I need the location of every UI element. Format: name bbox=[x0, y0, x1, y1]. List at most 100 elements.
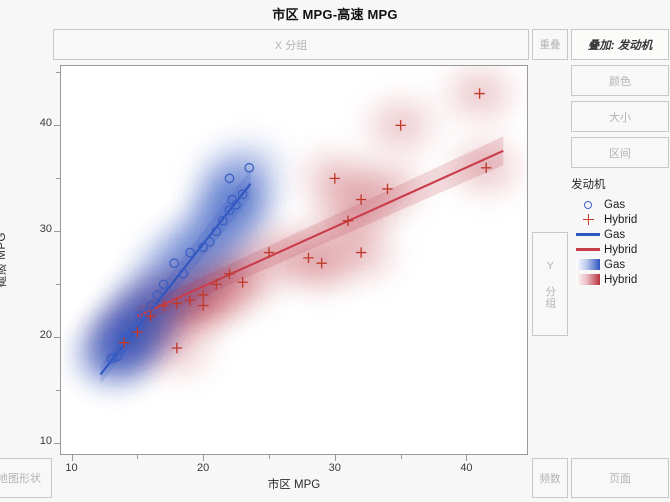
line-swatch-icon bbox=[576, 248, 600, 251]
x-tick-major bbox=[203, 455, 205, 461]
dropzone-x-group[interactable]: X 分组 bbox=[53, 29, 529, 60]
data-point bbox=[112, 351, 123, 362]
y-tick-minor bbox=[56, 178, 60, 180]
data-point bbox=[116, 343, 127, 353]
density-swatch-icon bbox=[576, 259, 600, 270]
data-point bbox=[211, 226, 222, 237]
plus-marker-icon bbox=[582, 214, 594, 225]
x-tick-label: 10 bbox=[65, 462, 78, 474]
line-swatch-icon bbox=[576, 233, 600, 236]
legend-key-line bbox=[575, 228, 601, 241]
legend-title: 发动机 bbox=[571, 179, 606, 191]
legend-item-label: Gas bbox=[604, 198, 626, 211]
data-point bbox=[152, 290, 162, 300]
legend-item[interactable]: Gas bbox=[575, 227, 669, 242]
legend-item[interactable]: Hybrid bbox=[575, 272, 669, 287]
legend-key-line bbox=[575, 243, 601, 256]
dropzone-map-shape[interactable]: 地图形状 bbox=[0, 458, 52, 498]
x-tick-label: 20 bbox=[197, 462, 210, 474]
y-tick-minor bbox=[56, 390, 60, 392]
overlay-engine-label: 叠加: 发动机 bbox=[587, 39, 653, 52]
size-label: 大小 bbox=[609, 111, 631, 124]
color-button[interactable]: 颜色 bbox=[571, 65, 669, 96]
data-point bbox=[108, 352, 119, 363]
data-point bbox=[237, 189, 248, 200]
interval-button[interactable]: 区间 bbox=[571, 137, 669, 168]
x-tick-label: 40 bbox=[460, 462, 473, 474]
data-point bbox=[178, 268, 189, 279]
data-point bbox=[342, 215, 354, 226]
data-point bbox=[395, 120, 406, 131]
y-tick-label: 40 bbox=[39, 117, 52, 130]
data-point bbox=[184, 295, 196, 306]
data-point bbox=[382, 183, 393, 195]
legend-item[interactable]: Gas bbox=[575, 257, 669, 272]
legend-key-swatch bbox=[575, 258, 601, 271]
markers-gas bbox=[106, 162, 255, 364]
markers-hybrid bbox=[118, 88, 492, 354]
dropzone-frequency-label: 频数 bbox=[539, 472, 561, 485]
legend-entries: Gas Hybrid Gas Hybrid Gas Hybrid bbox=[571, 197, 669, 287]
legend-item[interactable]: Hybrid bbox=[575, 242, 669, 257]
size-button[interactable]: 大小 bbox=[571, 101, 669, 132]
data-point bbox=[204, 237, 215, 247]
data-point bbox=[145, 310, 156, 322]
y-axis-label: 高速 MPG bbox=[0, 232, 8, 288]
fit-line-hybrid bbox=[136, 149, 504, 318]
plot-canvas bbox=[68, 66, 527, 393]
density-band bbox=[219, 170, 240, 187]
data-point bbox=[132, 326, 143, 338]
dropzone-x-group-label: X 分组 bbox=[274, 39, 308, 52]
color-label: 颜色 bbox=[609, 75, 631, 88]
dropzone-page[interactable]: 页面 bbox=[571, 458, 669, 498]
data-point bbox=[237, 277, 248, 288]
data-point bbox=[198, 242, 209, 253]
density-band bbox=[239, 159, 260, 176]
y-tick-major bbox=[54, 231, 60, 233]
data-point bbox=[480, 162, 492, 173]
legend-item[interactable]: Hybrid bbox=[575, 212, 669, 227]
data-point bbox=[316, 257, 327, 269]
data-point bbox=[139, 309, 149, 319]
data-point bbox=[329, 173, 341, 184]
data-point bbox=[121, 331, 132, 342]
data-point bbox=[224, 173, 235, 184]
legend-key-plus bbox=[575, 213, 601, 226]
data-point bbox=[211, 279, 222, 290]
legend-key-circle bbox=[575, 198, 601, 211]
data-point bbox=[263, 247, 275, 258]
dropzone-overlap[interactable]: 重叠 bbox=[532, 29, 568, 60]
legend: 发动机 Gas Hybrid Gas Hybrid Gas Hybrid bbox=[571, 176, 669, 287]
data-point bbox=[224, 268, 235, 279]
density-swatch-icon bbox=[576, 274, 600, 285]
legend-item[interactable]: Gas bbox=[575, 197, 669, 212]
density-band bbox=[173, 265, 194, 282]
data-point bbox=[303, 252, 314, 264]
overlay-engine-button[interactable]: 叠加: 发动机 bbox=[571, 29, 669, 60]
plot-area[interactable] bbox=[60, 65, 528, 455]
x-tick-major bbox=[71, 455, 73, 461]
dropzone-frequency[interactable]: 频数 bbox=[532, 458, 568, 498]
data-point bbox=[145, 300, 156, 311]
legend-item-label: Gas bbox=[604, 258, 626, 271]
interval-label: 区间 bbox=[609, 147, 631, 160]
legend-key-swatch bbox=[575, 273, 601, 286]
x-tick-label: 30 bbox=[328, 462, 341, 474]
data-point bbox=[218, 215, 228, 226]
dropzone-y-group-label: Y 分组 bbox=[544, 259, 557, 309]
y-tick-minor bbox=[56, 284, 60, 286]
y-tick-major bbox=[54, 125, 60, 127]
circle-marker-icon bbox=[584, 200, 592, 209]
page-title: 市区 MPG-高速 MPG bbox=[272, 7, 398, 22]
data-point bbox=[197, 300, 209, 311]
y-tick-label: 10 bbox=[39, 435, 52, 448]
data-point bbox=[158, 300, 169, 311]
dropzone-y-group[interactable]: Y 分组 bbox=[532, 232, 568, 336]
y-tick-major bbox=[54, 443, 60, 445]
x-tick-major bbox=[466, 455, 468, 461]
data-point bbox=[355, 247, 367, 258]
legend-item-label: Hybrid bbox=[604, 243, 638, 256]
legend-item-label: Hybrid bbox=[604, 213, 638, 226]
y-tick-major bbox=[54, 337, 60, 339]
